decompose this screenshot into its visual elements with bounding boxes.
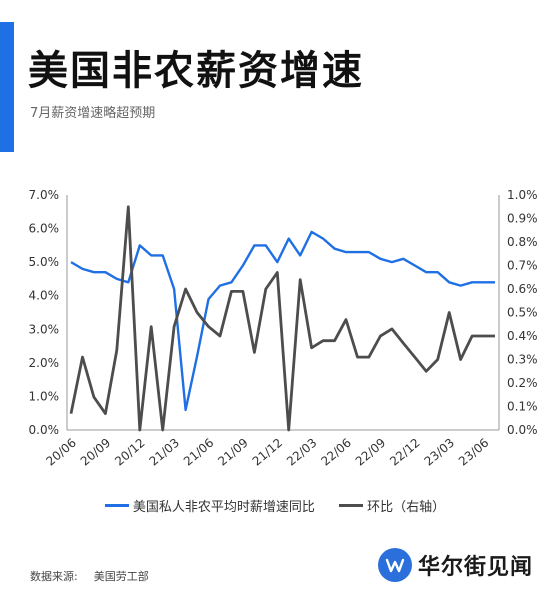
legend-swatch-right: [339, 504, 364, 507]
y-right-tick-label: 1.0%: [507, 188, 538, 202]
y-left-tick-label: 5.0%: [29, 255, 60, 269]
x-tick-label: 20/12: [112, 436, 147, 469]
y-left-tick-label: 3.0%: [29, 322, 60, 336]
brand-name: 华尔街见闻: [418, 555, 534, 580]
legend-item-right: 环比（右轴）: [339, 496, 445, 515]
source-value: 美国劳工部: [93, 570, 149, 583]
chart-title: 美国非农薪资增速: [28, 48, 364, 94]
x-tick-label: 22/12: [387, 436, 422, 469]
chart-svg: 0.0% 1.0% 2.0% 3.0% 4.0% 5.0% 6.0% 7.0% 0.0% 0.1%…: [29, 188, 538, 469]
y-right-tick-label: 0.7%: [507, 259, 538, 273]
y-right-tick-label: 0.2%: [507, 376, 538, 390]
y-right-tick-label: 0.0%: [507, 423, 538, 437]
x-tick-label: 23/03: [422, 436, 457, 469]
data-source: 数据来源: 美国劳工部: [30, 568, 165, 584]
y-right-tick-label: 0.5%: [507, 306, 538, 320]
y-left-tick-label: 2.0%: [29, 356, 60, 370]
y-right-tick-label: 0.3%: [507, 353, 538, 367]
chart-legend: 美国私人非农平均时薪增速同比 环比（右轴）: [0, 496, 550, 515]
y-right-tick-label: 0.4%: [507, 329, 538, 343]
title-accent-bar: [0, 22, 14, 152]
x-tick-label: 22/09: [353, 436, 388, 469]
legend-label-left: 美国私人非农平均时薪增速同比: [132, 500, 315, 515]
y-left-tick-label: 7.0%: [29, 188, 60, 202]
brand-logo: 华尔街见闻: [378, 548, 533, 582]
source-label: 数据来源:: [30, 570, 78, 583]
y-left-tick-label: 0.0%: [29, 423, 60, 437]
series-line-mom: [69, 205, 495, 432]
x-tick-label: 20/09: [78, 436, 113, 469]
x-tick-label: 21/06: [181, 436, 216, 469]
y-right-tick-label: 0.1%: [507, 400, 538, 414]
x-tick-label: 20/06: [43, 436, 78, 469]
x-tick-label: 23/06: [456, 436, 491, 469]
x-tick-label: 21/09: [215, 436, 250, 469]
legend-swatch-left: [104, 504, 129, 507]
x-tick-label: 22/03: [284, 436, 319, 469]
y-left-tick-label: 1.0%: [29, 389, 60, 403]
y-left-tick-label: 6.0%: [29, 222, 60, 236]
y-left-tick-label: 4.0%: [29, 289, 60, 303]
y-right-tick-label: 0.8%: [507, 235, 538, 249]
series-line-yoy: [70, 230, 495, 412]
chart-subtitle: 7月薪资增速略超预期: [30, 106, 156, 121]
legend-item-left: 美国私人非农平均时薪增速同比: [104, 496, 315, 515]
legend-label-right: 环比（右轴）: [367, 500, 446, 515]
x-tick-label: 21/12: [250, 436, 285, 469]
x-tick-label: 22/06: [318, 436, 353, 469]
brand-w-icon: [385, 558, 405, 573]
x-tick-label: 21/03: [147, 436, 182, 469]
y-right-tick-label: 0.9%: [507, 212, 538, 226]
brand-logo-icon: [378, 548, 412, 582]
y-right-tick-label: 0.6%: [507, 282, 538, 296]
